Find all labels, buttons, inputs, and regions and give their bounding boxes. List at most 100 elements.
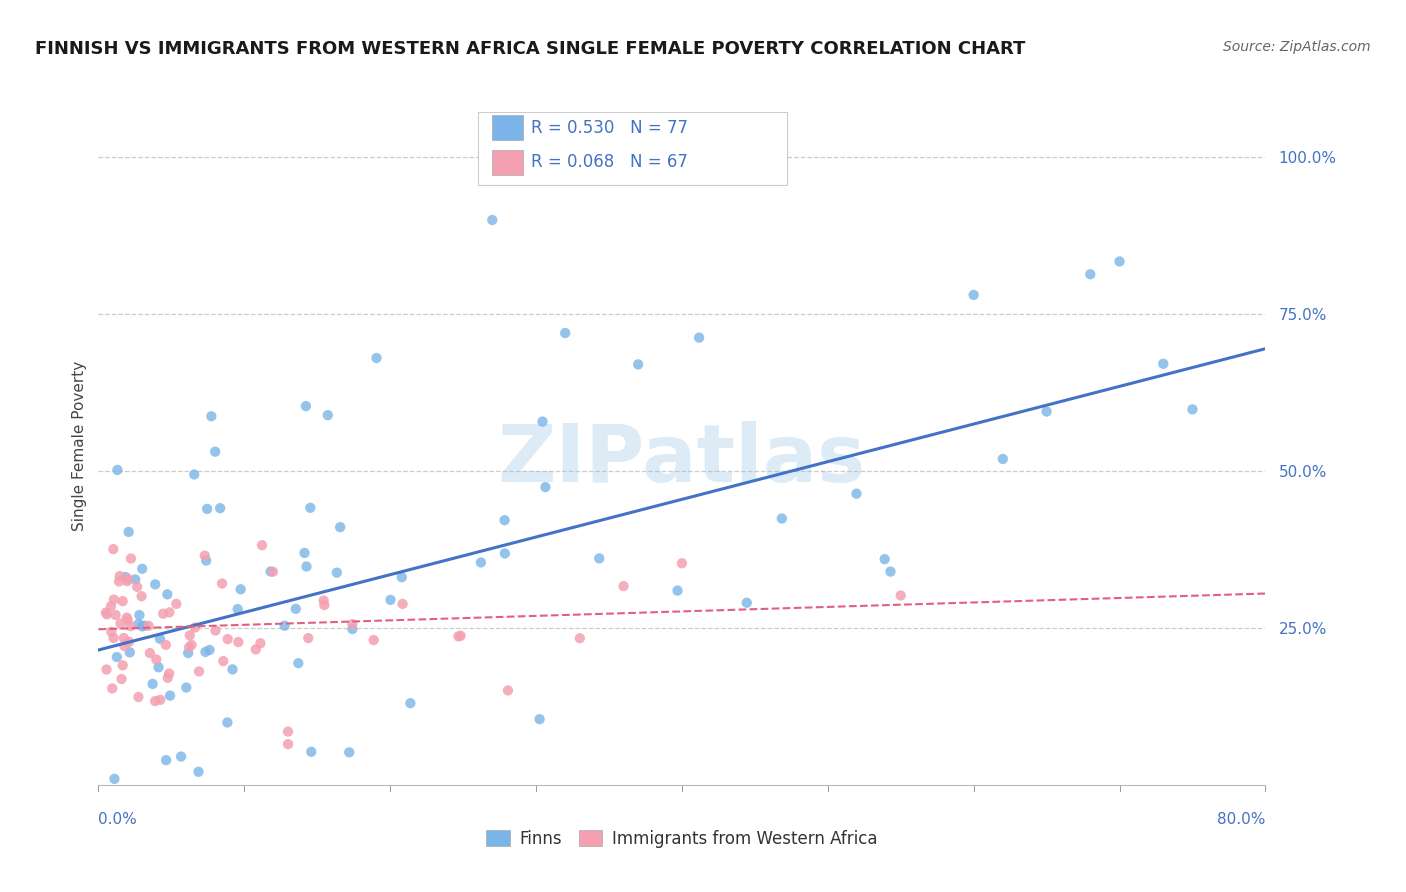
Point (187, 764, 209, 779)
Point (103, 592, 125, 607)
Point (105, 650, 128, 665)
Point (391, 570, 413, 584)
Point (295, 559, 318, 574)
Point (94, 606, 117, 620)
Point (204, 624, 226, 638)
Point (145, 652, 167, 666)
Point (195, 553, 218, 567)
Point (366, 351, 388, 365)
Point (131, 619, 153, 633)
Point (108, 574, 131, 589)
Point (329, 520, 352, 534)
Point (217, 715, 239, 730)
Point (250, 538, 273, 552)
Point (337, 745, 360, 759)
Point (115, 574, 138, 588)
Point (688, 331, 710, 345)
Point (221, 662, 243, 676)
Point (845, 486, 868, 500)
Text: Source: ZipAtlas.com: Source: ZipAtlas.com (1223, 40, 1371, 54)
Point (195, 502, 218, 516)
Point (666, 583, 689, 598)
Point (101, 681, 124, 696)
Point (991, 451, 1014, 466)
Point (294, 546, 316, 560)
Point (105, 793, 128, 807)
Point (735, 596, 758, 610)
Point (299, 745, 322, 759)
Point (124, 573, 146, 587)
Point (314, 598, 336, 612)
Text: FINNISH VS IMMIGRANTS FROM WESTERN AFRICA SINGLE FEMALE POVERTY CORRELATION CHAR: FINNISH VS IMMIGRANTS FROM WESTERN AFRIC… (35, 40, 1025, 58)
Point (612, 579, 634, 593)
Point (1152, 357, 1174, 371)
Point (342, 617, 364, 632)
Point (114, 639, 136, 653)
Point (249, 636, 271, 650)
Point (104, 607, 127, 622)
Point (1035, 404, 1057, 418)
Point (115, 610, 138, 624)
Point (143, 694, 166, 708)
Point (391, 597, 413, 611)
Point (245, 642, 267, 657)
Point (96, 663, 118, 677)
Point (588, 551, 610, 566)
Point (671, 556, 693, 570)
Point (157, 605, 180, 619)
Point (111, 594, 134, 608)
Point (770, 511, 793, 525)
Point (152, 607, 174, 621)
Point (326, 566, 349, 580)
Point (118, 635, 141, 649)
Point (142, 677, 165, 691)
Point (108, 569, 131, 583)
Point (470, 556, 492, 570)
Point (312, 593, 335, 607)
Point (149, 632, 172, 646)
Point (273, 618, 295, 632)
Point (277, 724, 299, 739)
Point (259, 565, 281, 579)
Point (103, 631, 125, 645)
Point (228, 635, 250, 649)
Point (284, 602, 307, 616)
Point (194, 645, 217, 659)
Point (120, 619, 142, 633)
Text: 80.0%: 80.0% (1218, 812, 1265, 827)
Point (103, 772, 125, 786)
Point (215, 820, 238, 834)
Y-axis label: Single Female Poverty: Single Female Poverty (72, 361, 87, 531)
Point (1181, 402, 1204, 417)
Point (481, 213, 503, 227)
Point (118, 645, 141, 659)
Point (188, 665, 211, 679)
Point (568, 632, 591, 646)
Point (112, 631, 135, 645)
Point (138, 619, 160, 633)
Point (450, 629, 472, 643)
Point (100, 599, 122, 614)
Point (165, 597, 187, 611)
Text: R = 0.530   N = 77: R = 0.530 N = 77 (531, 119, 689, 136)
Point (962, 288, 984, 302)
Point (156, 587, 179, 601)
Point (534, 480, 557, 494)
Point (120, 551, 142, 566)
Text: R = 0.068   N = 67: R = 0.068 N = 67 (531, 153, 689, 171)
Point (226, 602, 249, 616)
Point (96, 607, 118, 622)
Point (299, 500, 322, 515)
Point (100, 624, 122, 639)
Point (149, 693, 172, 707)
Point (177, 646, 200, 660)
Point (316, 408, 339, 422)
Point (380, 593, 402, 607)
Point (117, 613, 139, 627)
Point (117, 572, 139, 586)
Point (209, 501, 232, 516)
Point (529, 712, 551, 726)
Point (128, 608, 150, 623)
Point (531, 415, 554, 429)
Point (110, 616, 132, 631)
